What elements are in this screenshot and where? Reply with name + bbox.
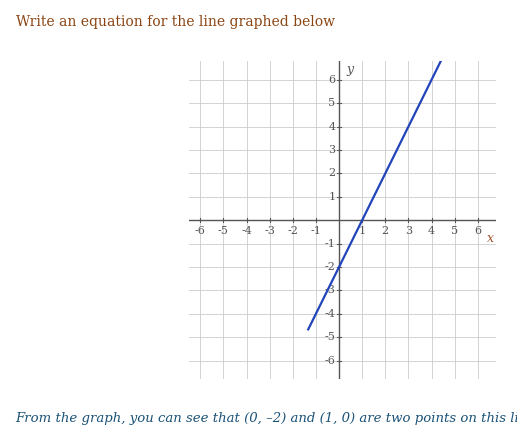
Text: -3: -3 xyxy=(264,226,275,236)
Text: 5: 5 xyxy=(328,98,336,108)
Text: 3: 3 xyxy=(405,226,412,236)
Text: -4: -4 xyxy=(241,226,252,236)
Text: x: x xyxy=(487,232,494,245)
Text: 6: 6 xyxy=(474,226,481,236)
Text: -5: -5 xyxy=(325,332,336,342)
Text: -2: -2 xyxy=(325,262,336,272)
Text: 2: 2 xyxy=(328,168,336,178)
Text: -2: -2 xyxy=(287,226,298,236)
Text: 1: 1 xyxy=(359,226,366,236)
Text: 4: 4 xyxy=(428,226,435,236)
Text: -4: -4 xyxy=(325,309,336,319)
Text: 6: 6 xyxy=(328,75,336,85)
Text: -3: -3 xyxy=(325,286,336,295)
Text: -6: -6 xyxy=(195,226,206,236)
Text: 3: 3 xyxy=(328,145,336,155)
Text: 1: 1 xyxy=(328,192,336,202)
Text: Write an equation for the line graphed below: Write an equation for the line graphed b… xyxy=(16,15,334,29)
Text: 5: 5 xyxy=(451,226,458,236)
Text: -5: -5 xyxy=(218,226,229,236)
Text: -1: -1 xyxy=(311,226,322,236)
Text: y: y xyxy=(346,63,353,76)
Text: 4: 4 xyxy=(328,122,336,132)
Text: From the graph, you can see that (0, –2) and (1, 0) are two points on this line.: From the graph, you can see that (0, –2)… xyxy=(16,412,517,425)
Text: -6: -6 xyxy=(325,356,336,366)
Text: -1: -1 xyxy=(325,238,336,249)
Text: 2: 2 xyxy=(382,226,389,236)
